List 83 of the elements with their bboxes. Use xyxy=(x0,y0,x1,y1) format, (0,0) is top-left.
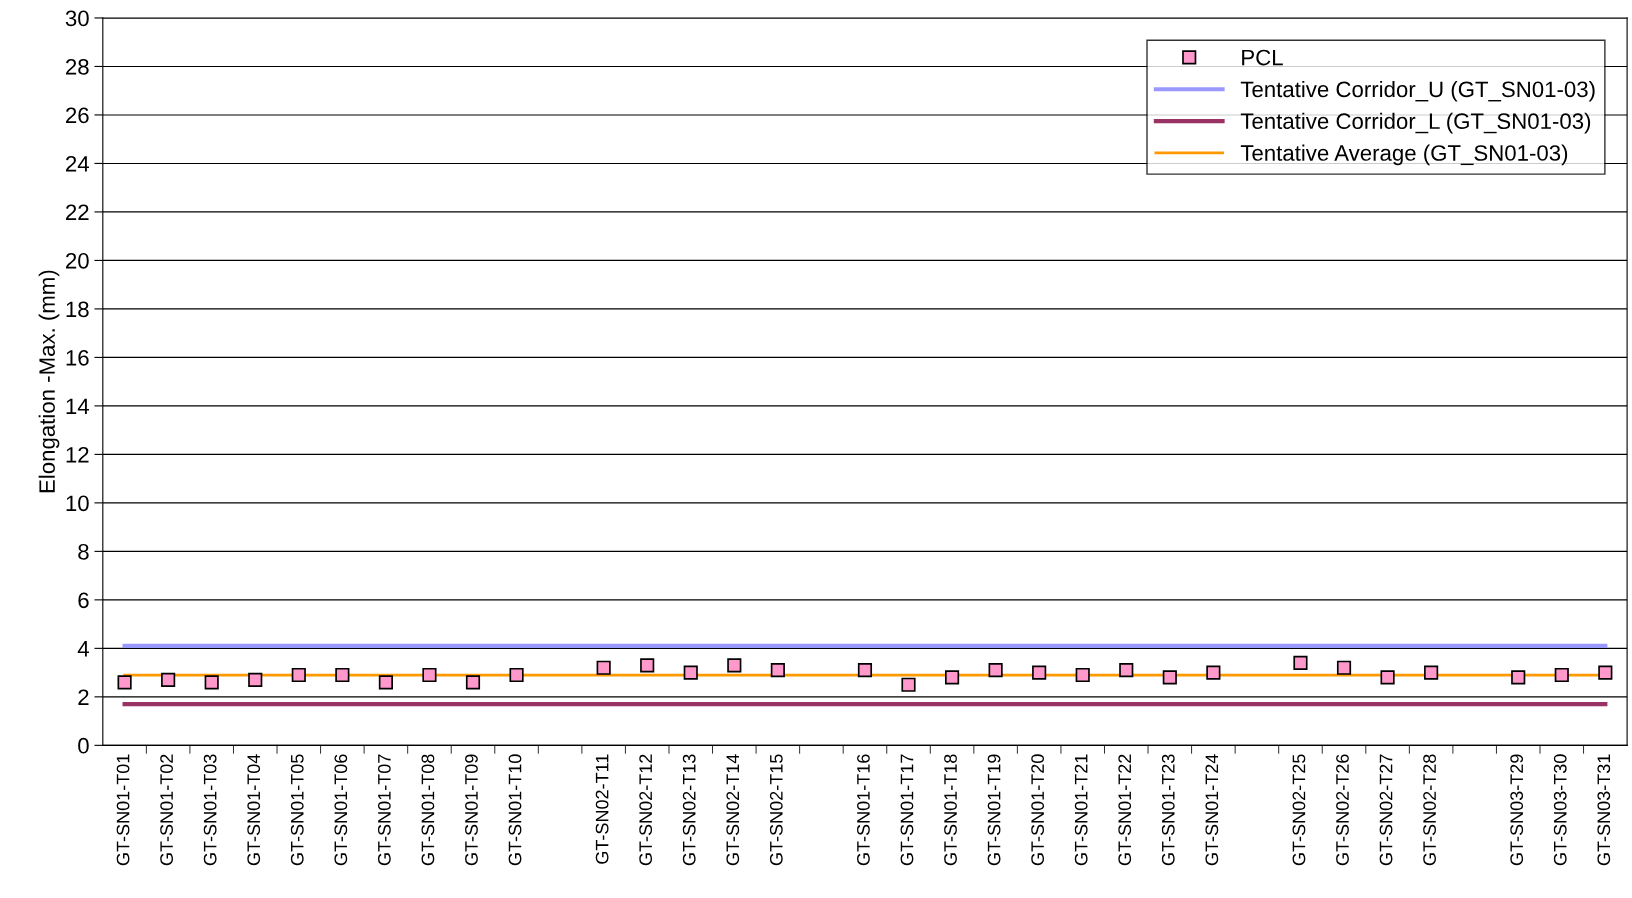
point xyxy=(1598,665,1613,680)
point xyxy=(161,672,176,687)
x-tick-label: GT-SN01-T16 xyxy=(857,754,870,866)
point xyxy=(1206,665,1221,680)
y-axis-title: Elongation -Max. (mm) xyxy=(38,270,60,493)
point xyxy=(291,667,306,683)
x-tick-label: GT-SN01-T10 xyxy=(508,754,522,866)
point xyxy=(944,670,960,685)
x-tick-label: GT-SN02-T12 xyxy=(639,754,653,866)
x-tick-label: GT-SN01-T19 xyxy=(987,754,1001,866)
x-tick-label: GT-SN01-T04 xyxy=(247,754,261,866)
x-tick-label: GT-SN02-T13 xyxy=(682,754,696,866)
legend-label: Tentative Corridor_U (GT_SN01-03) xyxy=(1240,80,1595,102)
point xyxy=(422,667,437,683)
point xyxy=(1424,665,1439,680)
legend-label: PCL xyxy=(1242,49,1283,66)
point xyxy=(1336,660,1352,675)
y-tick-label: 16 xyxy=(66,349,89,366)
point xyxy=(509,667,524,683)
x-tick-label: GT-SN01-T21 xyxy=(1074,754,1088,866)
x-tick-label: GT-SN02-T28 xyxy=(1423,754,1436,866)
x-tick-label: GT-SN02-T26 xyxy=(1336,754,1349,866)
point xyxy=(1032,665,1047,680)
x-tick-label: GT-SN01-T23 xyxy=(1161,754,1175,866)
x-tick-label: GT-SN02-T11 xyxy=(595,754,609,864)
x-tick-label: GT-SN01-T08 xyxy=(421,754,435,866)
x-tick-label: GT-SN01-T05 xyxy=(290,754,304,866)
y-tick-label: 24 xyxy=(66,155,89,172)
x-tick-label: GT-SN02-T25 xyxy=(1292,754,1306,866)
x-tick-label: GT-SN02-T27 xyxy=(1379,754,1393,866)
legend-label: Tentative Average (GT_SN01-03) xyxy=(1240,144,1568,166)
point xyxy=(988,663,1003,678)
point xyxy=(1162,670,1177,685)
x-tick-label: GT-SN01-T03 xyxy=(203,754,217,866)
x-tick-label: GT-SN01-T07 xyxy=(377,754,391,866)
y-tick-label: 12 xyxy=(66,446,89,463)
x-tick-label: GT-SN01-T18 xyxy=(944,754,957,866)
point xyxy=(1554,667,1569,683)
point xyxy=(857,663,873,678)
x-tick-label: GT-SN03-T31 xyxy=(1597,754,1611,866)
point xyxy=(1293,655,1308,670)
point xyxy=(378,675,393,690)
x-tick-label: GT-SN01-T22 xyxy=(1118,754,1132,866)
y-tick-label: 2 xyxy=(78,689,89,705)
point xyxy=(1075,667,1090,683)
y-tick-label: 10 xyxy=(66,495,89,512)
x-tick-label: GT-SN02-T15 xyxy=(769,754,783,866)
x-tick-label: GT-SN01-T02 xyxy=(160,754,173,866)
x-tick-label: GT-SN01-T17 xyxy=(900,754,914,866)
point xyxy=(204,675,219,690)
y-tick-label: 8 xyxy=(78,543,89,560)
point xyxy=(465,675,481,690)
y-tick-label: 30 xyxy=(65,10,89,27)
y-tick-label: 18 xyxy=(66,301,89,318)
point xyxy=(248,672,263,687)
point xyxy=(901,677,916,692)
legend-label: Tentative Corridor_L (GT_SN01-03) xyxy=(1240,112,1591,134)
y-tick-label: 6 xyxy=(78,592,89,609)
point xyxy=(1380,670,1395,685)
point xyxy=(1511,670,1526,685)
x-tick-label: GT-SN02-T14 xyxy=(726,754,740,866)
x-tick-label: GT-SN01-T24 xyxy=(1205,754,1219,866)
point xyxy=(596,660,611,675)
point xyxy=(727,658,742,673)
y-tick-label: 0 xyxy=(78,737,89,754)
x-tick-label: GT-SN01-T01 xyxy=(116,754,130,866)
y-tick-label: 4 xyxy=(77,641,89,657)
y-tick-label: 28 xyxy=(66,58,89,75)
point xyxy=(1119,663,1134,678)
point xyxy=(335,667,350,683)
y-tick-label: 26 xyxy=(66,107,89,124)
x-tick-label: GT-SN01-T06 xyxy=(334,754,348,866)
x-tick-label: GT-SN01-T09 xyxy=(465,754,478,866)
point xyxy=(770,663,785,678)
x-tick-label: GT-SN01-T20 xyxy=(1031,754,1045,866)
y-tick-label: 20 xyxy=(66,252,89,269)
point xyxy=(640,658,655,673)
point xyxy=(683,665,698,680)
x-tick-label: GT-SN03-T30 xyxy=(1553,754,1567,866)
y-tick-label: 14 xyxy=(66,398,89,414)
point xyxy=(117,675,132,690)
x-tick-label: GT-SN03-T29 xyxy=(1510,754,1524,866)
y-tick-label: 22 xyxy=(66,204,89,220)
